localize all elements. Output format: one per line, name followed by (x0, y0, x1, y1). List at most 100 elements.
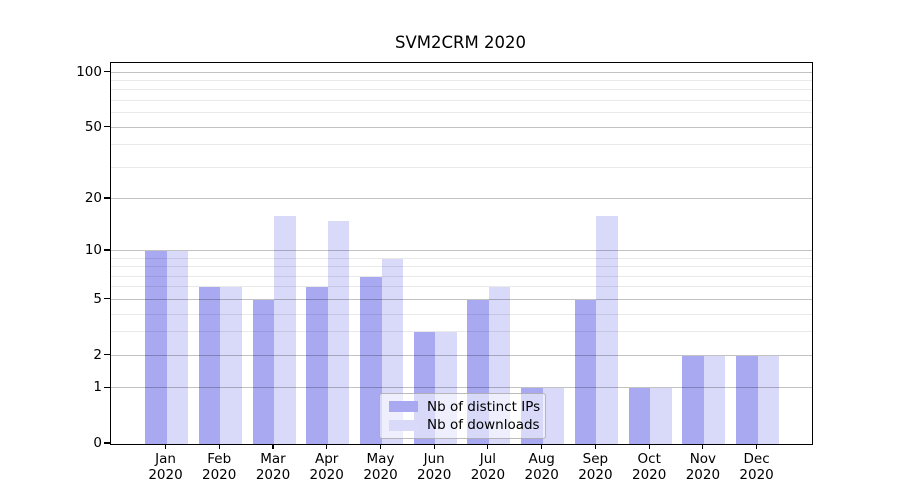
x-tick-month: Jul (479, 451, 497, 467)
x-tick-year: 2020 (202, 467, 237, 483)
chart-title: SVM2CRM 2020 (395, 33, 526, 52)
gridline-major (111, 250, 812, 251)
bar-distinct-ips (252, 299, 274, 444)
bar-downloads (274, 216, 296, 444)
gridline-major (111, 298, 812, 300)
x-tick-label: Nov 2020 (671, 451, 735, 483)
bar-downloads (542, 388, 565, 444)
legend-swatch-distinct-ips (389, 401, 418, 413)
bar-downloads (650, 388, 672, 444)
bar-downloads (220, 287, 242, 444)
y-tick-label: 100 (76, 63, 102, 80)
bar-distinct-ips (682, 355, 704, 444)
x-tick-year: 2020 (309, 467, 344, 483)
x-tick-label: Feb 2020 (187, 451, 251, 483)
bar-distinct-ips (574, 299, 597, 444)
gridline-minor (111, 313, 812, 315)
x-tick-month: Jan (155, 451, 176, 467)
bar-downloads (757, 355, 780, 444)
y-tick-mark (104, 442, 110, 444)
x-tick-label: Jan 2020 (134, 451, 198, 483)
gridline-minor (111, 100, 812, 101)
x-tick-label: Dec 2020 (725, 451, 789, 483)
y-tick-label: 10 (84, 242, 102, 258)
gridline-major (111, 354, 812, 356)
x-tick-mark (487, 444, 489, 450)
y-tick-label: 20 (84, 190, 102, 206)
y-tick-mark (104, 249, 110, 251)
x-tick-month: Jun (423, 451, 445, 467)
x-tick-month: Oct (637, 451, 661, 467)
x-tick-label: Sep 2020 (563, 451, 627, 483)
x-tick-label: Mar 2020 (241, 451, 305, 483)
x-tick-year: 2020 (417, 467, 452, 483)
y-tick-mark (104, 126, 110, 128)
legend: Nb of distinct IPs Nb of downloads (379, 393, 546, 439)
x-tick-mark (433, 444, 435, 450)
plot-area: Nb of distinct IPs Nb of downloads (110, 62, 813, 445)
legend-swatch-downloads (389, 419, 418, 431)
gridline-minor (111, 331, 812, 333)
gridline-minor (111, 166, 812, 168)
y-tick-mark (104, 298, 110, 300)
gridline-minor (111, 257, 812, 259)
x-tick-label: Aug 2020 (510, 451, 574, 483)
legend-item-distinct-ips: Nb of distinct IPs (389, 399, 540, 415)
bar-downloads (596, 216, 618, 444)
y-tick-mark (104, 386, 110, 388)
y-tick-label: 0 (93, 435, 102, 451)
x-tick-month: Aug (528, 451, 555, 467)
x-tick-year: 2020 (255, 467, 291, 483)
bar-distinct-ips (306, 287, 328, 444)
y-tick-mark (104, 71, 110, 73)
bar-downloads (327, 220, 350, 444)
x-tick-month: Dec (743, 451, 770, 467)
x-tick-label: Jul 2020 (456, 451, 520, 483)
bar-downloads (703, 355, 726, 444)
x-tick-year: 2020 (739, 467, 774, 483)
x-tick-month: Apr (315, 451, 339, 467)
gridline-major (111, 71, 812, 73)
bar-distinct-ips (360, 276, 382, 444)
x-tick-month: May (366, 451, 395, 467)
legend-label-downloads: Nb of downloads (427, 417, 540, 434)
x-tick-mark (648, 444, 650, 450)
bar-distinct-ips (628, 388, 651, 444)
x-tick-year: 2020 (470, 467, 506, 483)
bar-distinct-ips (198, 287, 221, 444)
x-tick-year: 2020 (524, 467, 559, 483)
y-tick-mark (104, 197, 110, 199)
x-tick-month: Nov (689, 451, 717, 467)
y-tick-mark (104, 354, 110, 356)
legend-item-downloads: Nb of downloads (389, 417, 540, 433)
x-tick-mark (164, 444, 167, 450)
gridline-minor (111, 80, 812, 81)
y-tick-label: 2 (93, 346, 102, 363)
x-tick-year: 2020 (578, 467, 613, 483)
x-tick-year: 2020 (363, 467, 398, 483)
gridline-major (111, 126, 812, 128)
x-tick-mark (272, 444, 274, 450)
y-tick-label: 5 (93, 290, 102, 307)
bar-distinct-ips (145, 251, 167, 444)
bar-distinct-ips (736, 355, 758, 444)
x-tick-label: Oct 2020 (617, 451, 681, 483)
x-tick-mark (326, 444, 328, 450)
x-tick-mark (379, 444, 382, 450)
gridline-minor (111, 112, 812, 114)
x-tick-label: Jun 2020 (402, 451, 466, 483)
bar-downloads (166, 251, 188, 444)
x-tick-mark (702, 444, 704, 450)
x-tick-mark (218, 444, 220, 450)
legend-label-distinct-ips: Nb of distinct IPs (427, 398, 541, 415)
x-tick-mark (594, 444, 596, 450)
gridline-minor (111, 89, 812, 91)
x-tick-mark (541, 444, 543, 450)
gridline-minor (111, 286, 812, 288)
y-tick-label: 1 (93, 379, 102, 396)
x-tick-label: May 2020 (349, 451, 413, 483)
gridline-minor (111, 275, 812, 277)
x-tick-year: 2020 (632, 467, 667, 483)
x-tick-year: 2020 (148, 467, 183, 483)
